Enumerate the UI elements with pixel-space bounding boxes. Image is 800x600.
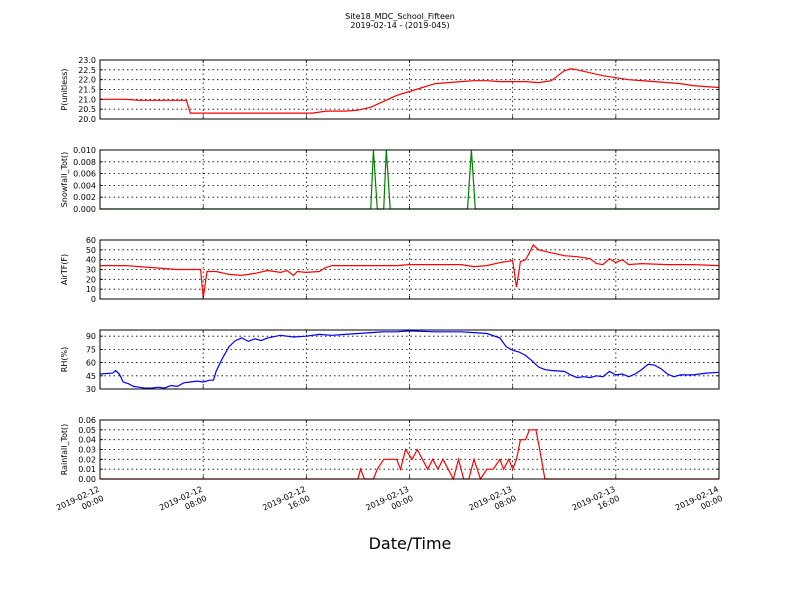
y-tick-label: 45	[86, 372, 96, 381]
x-tick-label: 2019-02-1308:00	[468, 485, 518, 522]
x-tick-label: 2019-02-1208:00	[158, 485, 208, 522]
y-tick-label: 23.0	[78, 56, 96, 65]
x-tick-label: 2019-02-1300:00	[364, 485, 414, 522]
data-series-line	[100, 68, 720, 114]
chart-title: Site18_MDC_School_Fifteen	[345, 12, 455, 21]
y-tick-label: 22.0	[78, 76, 96, 85]
data-series-line	[100, 429, 719, 481]
x-tick-label: 2019-02-1316:00	[571, 485, 621, 522]
chart-subtitle: 2019-02-14 - (2019-045)	[350, 21, 450, 30]
y-tick-label: 20.5	[78, 105, 96, 114]
y-tick-label: 21.0	[78, 95, 96, 104]
y-tick-label: 20.0	[78, 115, 96, 124]
y-tick-label: 0.000	[73, 205, 96, 214]
y-axis-label: AirTF(F)	[60, 254, 69, 285]
y-tick-label: 30	[86, 385, 96, 394]
x-tick-label: 2019-02-1200:00	[55, 485, 105, 522]
y-tick-label: 0.02	[78, 455, 96, 464]
y-tick-label: 0.01	[78, 465, 96, 474]
y-tick-label: 21.5	[78, 86, 96, 95]
panel-5: 0.000.010.020.030.040.050.06 Rainfall_Tot…	[60, 416, 720, 484]
y-tick-label: 0.010	[73, 146, 96, 155]
panel-4: 30 45 60 75 90 RH(%)	[60, 329, 720, 394]
y-tick-label: 30	[86, 266, 96, 275]
y-tick-label: 90	[86, 332, 96, 341]
y-axis-label: RH(%)	[60, 347, 69, 372]
y-tick-label: 22.5	[78, 66, 96, 75]
y-tick-label: 10	[86, 285, 96, 294]
y-tick-label: 40	[86, 256, 96, 265]
x-axis-label: Date/Time	[368, 534, 452, 553]
y-tick-label: 0.04	[78, 436, 96, 445]
data-series-line	[100, 243, 720, 299]
y-tick-label: 0.03	[78, 446, 96, 455]
data-series-line	[99, 330, 720, 389]
y-axis-label: Rainfall_Tot()	[60, 424, 69, 476]
y-tick-label: 0.05	[78, 426, 96, 435]
y-tick-label: 60	[86, 359, 96, 368]
panel-2: 0.000 0.002 0.004 0.006 0.008 0.010 Snowfall_T…	[60, 146, 720, 214]
y-tick-label: 60	[86, 236, 96, 245]
y-tick-label: 20	[86, 275, 96, 284]
y-tick-label: 0.00	[78, 475, 96, 484]
y-tick-label: 0.008	[73, 158, 96, 167]
y-tick-label: 50	[86, 246, 96, 255]
x-tick-label: 2019-02-1400:00	[674, 485, 724, 522]
y-tick-label: 0.06	[78, 416, 96, 425]
y-tick-label: 0.002	[73, 193, 96, 202]
y-tick-label: 75	[86, 345, 96, 354]
x-tick-label: 2019-02-1216:00	[261, 485, 311, 522]
y-tick-label: 0.006	[73, 170, 96, 179]
y-tick-label: 0	[91, 295, 96, 304]
y-axis-label: Snowfall_Tot()	[60, 152, 69, 208]
panel-1: 20.020.521.021.522.022.523.0 P(unitless)	[60, 56, 720, 124]
y-axis-label: P(unitless)	[60, 68, 69, 110]
y-tick-label: 0.004	[73, 181, 96, 190]
